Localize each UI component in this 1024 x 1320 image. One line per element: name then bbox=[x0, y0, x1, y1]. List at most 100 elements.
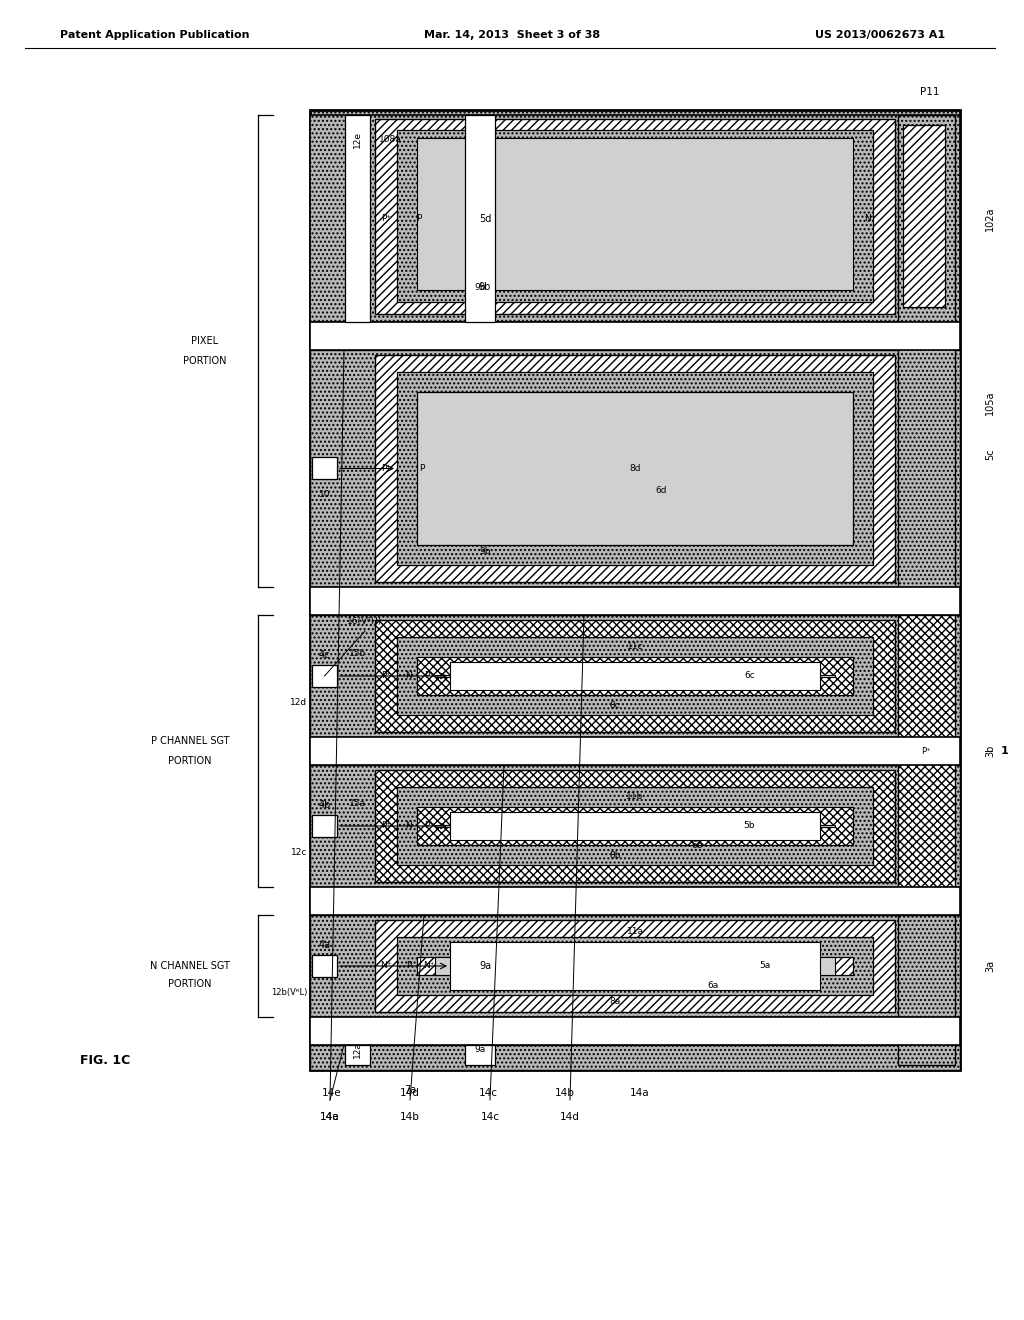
Text: 14d: 14d bbox=[400, 1088, 420, 1098]
Bar bbox=[310, 350, 961, 587]
Text: 6c: 6c bbox=[744, 672, 755, 681]
Text: 8d: 8d bbox=[630, 465, 641, 473]
Text: 15b: 15b bbox=[349, 648, 367, 657]
Text: P⁺: P⁺ bbox=[424, 821, 434, 830]
Bar bbox=[310, 915, 961, 1016]
Text: N⁺: N⁺ bbox=[864, 214, 876, 223]
Bar bbox=[417, 807, 853, 845]
Text: P CHANNEL SGT: P CHANNEL SGT bbox=[151, 737, 229, 746]
Text: PORTION: PORTION bbox=[168, 979, 212, 989]
Text: 12a: 12a bbox=[353, 1041, 362, 1059]
Text: 14a: 14a bbox=[630, 1088, 650, 1098]
Bar bbox=[345, 115, 370, 322]
Text: 12c: 12c bbox=[291, 847, 307, 857]
Text: P⁺: P⁺ bbox=[922, 747, 931, 755]
Text: 8c: 8c bbox=[609, 701, 621, 710]
Text: 102a: 102a bbox=[985, 206, 995, 231]
Text: 14b: 14b bbox=[555, 1088, 574, 1098]
Text: 11a: 11a bbox=[627, 927, 643, 936]
Text: N: N bbox=[406, 821, 413, 830]
Text: Mar. 14, 2013  Sheet 3 of 38: Mar. 14, 2013 Sheet 3 of 38 bbox=[424, 30, 600, 40]
Text: 14e: 14e bbox=[323, 1088, 342, 1098]
Bar bbox=[310, 115, 961, 322]
Bar bbox=[310, 110, 961, 1071]
Text: P: P bbox=[407, 961, 412, 970]
Bar bbox=[465, 1045, 495, 1065]
Text: 12e: 12e bbox=[353, 132, 362, 149]
Text: 14e: 14e bbox=[321, 1111, 340, 1122]
Text: Patent Application Publication: Patent Application Publication bbox=[60, 30, 250, 40]
Bar bbox=[312, 814, 337, 837]
Text: P⁺: P⁺ bbox=[381, 672, 391, 681]
Text: 14d: 14d bbox=[560, 1111, 580, 1122]
Bar bbox=[312, 954, 337, 977]
Text: 1: 1 bbox=[1001, 746, 1009, 756]
Text: 11b: 11b bbox=[627, 792, 644, 800]
Bar bbox=[397, 937, 873, 995]
Text: 4b: 4b bbox=[318, 800, 331, 810]
Text: 9b: 9b bbox=[474, 282, 485, 292]
Text: 12d: 12d bbox=[290, 697, 307, 706]
Text: 105a: 105a bbox=[985, 391, 995, 414]
Text: P: P bbox=[417, 214, 422, 223]
Text: PORTION: PORTION bbox=[168, 756, 212, 766]
Text: 14c: 14c bbox=[480, 1111, 500, 1122]
Bar bbox=[397, 372, 873, 565]
Text: 5b: 5b bbox=[743, 821, 755, 830]
Bar bbox=[310, 766, 961, 887]
Bar bbox=[310, 1016, 961, 1045]
Bar bbox=[312, 458, 337, 479]
Text: 5d: 5d bbox=[479, 214, 492, 223]
Bar bbox=[375, 920, 895, 1012]
Bar bbox=[310, 615, 961, 737]
Bar bbox=[898, 915, 955, 1065]
Bar bbox=[397, 638, 873, 715]
Bar bbox=[310, 1045, 961, 1071]
Text: 10: 10 bbox=[318, 490, 331, 499]
Bar bbox=[375, 770, 895, 882]
Text: 4a: 4a bbox=[318, 940, 331, 950]
Text: 108a: 108a bbox=[379, 136, 401, 144]
Bar bbox=[417, 139, 853, 290]
Bar bbox=[417, 657, 853, 696]
Bar bbox=[312, 665, 337, 686]
Bar bbox=[375, 620, 895, 733]
Text: PORTION: PORTION bbox=[183, 356, 226, 366]
Text: N: N bbox=[406, 672, 413, 681]
Text: 8a: 8a bbox=[609, 997, 621, 1006]
Text: P⁺: P⁺ bbox=[424, 672, 434, 681]
Bar bbox=[450, 812, 820, 840]
Text: N⁺: N⁺ bbox=[423, 961, 435, 970]
Text: P⁺: P⁺ bbox=[381, 214, 391, 223]
Text: N⁺: N⁺ bbox=[380, 961, 392, 970]
Bar bbox=[450, 942, 820, 990]
Text: 4c: 4c bbox=[318, 649, 331, 660]
Text: 14c: 14c bbox=[478, 1088, 498, 1098]
Bar bbox=[345, 1045, 370, 1065]
Bar bbox=[465, 115, 495, 322]
Text: 5a: 5a bbox=[760, 961, 771, 970]
Bar bbox=[397, 787, 873, 865]
Text: 11c: 11c bbox=[627, 642, 643, 651]
Bar bbox=[435, 957, 835, 975]
Bar bbox=[450, 663, 820, 690]
Text: FIG. 1C: FIG. 1C bbox=[80, 1053, 130, 1067]
Text: 12b(VᴿL): 12b(VᴿL) bbox=[270, 987, 307, 997]
Bar bbox=[310, 587, 961, 615]
Text: 3b: 3b bbox=[985, 744, 995, 758]
Text: 14b: 14b bbox=[400, 1111, 420, 1122]
Bar bbox=[310, 737, 961, 766]
Text: P11: P11 bbox=[921, 87, 940, 96]
Text: 7a: 7a bbox=[403, 1085, 416, 1096]
Bar bbox=[435, 675, 835, 677]
Text: 8b: 8b bbox=[609, 851, 621, 861]
Text: P: P bbox=[419, 465, 425, 473]
Text: 9a: 9a bbox=[479, 961, 492, 972]
Bar bbox=[375, 355, 895, 582]
Text: 6d: 6d bbox=[655, 486, 667, 495]
Bar bbox=[310, 887, 961, 915]
Text: US 2013/0062673 A1: US 2013/0062673 A1 bbox=[815, 30, 945, 40]
Text: PIXEL: PIXEL bbox=[191, 337, 218, 346]
Text: 16(VᴿH): 16(VᴿH) bbox=[347, 616, 383, 626]
Text: 9b: 9b bbox=[479, 282, 492, 292]
